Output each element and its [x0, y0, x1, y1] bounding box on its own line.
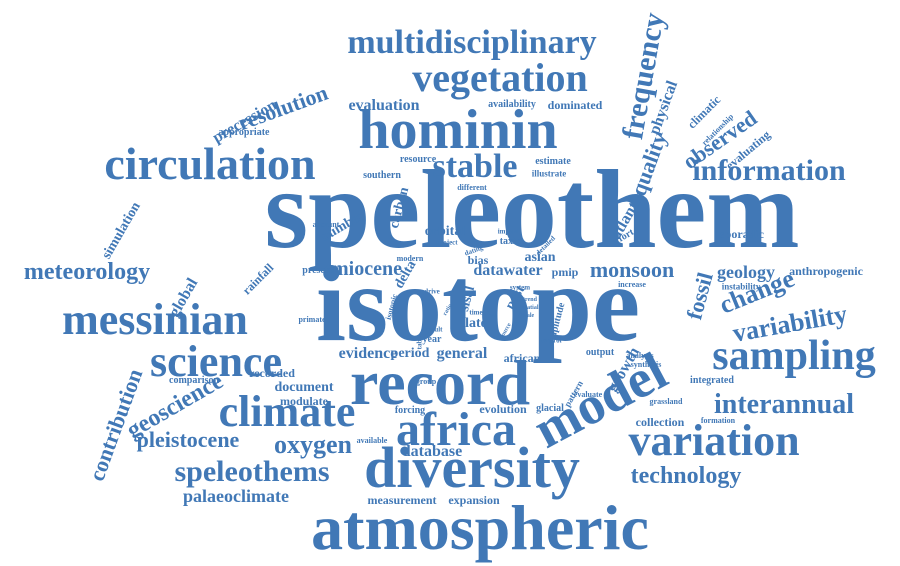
cloud-word: circulation [104, 138, 316, 189]
cloud-word: table [415, 334, 424, 350]
cloud-word: resource [399, 154, 437, 165]
cloud-word: variation [628, 416, 800, 465]
cloud-word: period [390, 346, 430, 361]
cloud-word: control [540, 336, 562, 345]
cloud-word: atmospheric [311, 492, 649, 563]
cloud-word: anthropogenic [789, 264, 863, 278]
cloud-word: instability [721, 281, 761, 292]
cloud-word: evaluate [573, 390, 603, 399]
cloud-word: analysis [626, 351, 654, 360]
cloud-word: science [150, 337, 282, 386]
cloud-word: comparison [169, 375, 219, 386]
cloud-word: primate [298, 315, 326, 324]
cloud-word: pmip [551, 265, 579, 279]
cloud-word: africa [396, 403, 516, 456]
cloud-word: database [401, 443, 463, 460]
cloud-word: measurement [367, 493, 437, 507]
cloud-word: speleothem [264, 148, 800, 272]
cloud-word: monsoon [589, 257, 675, 282]
cloud-word: different [457, 183, 487, 192]
cloud-word: general [436, 345, 488, 362]
cloud-word: pleistocene [136, 427, 240, 452]
cloud-word: modulate [280, 394, 328, 408]
cloud-word: interannual [713, 389, 855, 420]
cloud-word: record [349, 347, 531, 418]
cloud-word: appropriate [218, 127, 270, 138]
cloud-word: datawater [473, 262, 543, 279]
cloud-word: evaluation [348, 97, 420, 114]
cloud-word: illustrate [531, 168, 567, 179]
cloud-word: drive [424, 287, 440, 296]
cloud-word: glacial [536, 403, 564, 414]
cloud-word: year [422, 334, 442, 345]
cloud-word: system [509, 283, 531, 292]
cloud-word: simulation [99, 199, 144, 262]
cloud-word: climate [218, 387, 356, 436]
cloud-word: available [356, 436, 388, 445]
cloud-word: recorded [249, 366, 295, 380]
cloud-word: rainfall [239, 260, 277, 298]
cloud-word: late [465, 316, 487, 331]
cloud-word: trend [523, 297, 537, 303]
cloud-word: scale [521, 313, 535, 319]
cloud-word: sporadic [719, 227, 765, 241]
cloud-word: fossil [681, 269, 718, 323]
cloud-word: sampling [712, 333, 876, 379]
cloud-word: evidence [338, 345, 398, 362]
cloud-word: expansion [448, 493, 500, 507]
cloud-word: availability [488, 99, 536, 110]
cloud-word: isotope [316, 245, 640, 364]
cloud-word: hominin [358, 99, 558, 161]
cloud-word: forcing [394, 405, 426, 416]
cloud-word: geology [717, 262, 775, 282]
cloud-word: taxic [499, 236, 521, 247]
cloud-word: increase [618, 280, 646, 289]
cloud-word: time [469, 308, 483, 317]
cloud-word: messinian [62, 295, 248, 344]
cloud-word: project [436, 238, 458, 247]
cloud-word: account [312, 220, 340, 229]
cloud-word: orbital [424, 224, 466, 239]
cloud-word: present [302, 265, 334, 276]
cloud-word: grassland [649, 397, 683, 406]
cloud-word: bias [467, 253, 489, 267]
cloud-word: collection [635, 415, 685, 429]
cloud-word: integrated [690, 375, 734, 386]
cloud-word: result [425, 325, 443, 334]
cloud-word: evolution [479, 402, 527, 416]
cloud-word: sea [489, 313, 497, 319]
cloud-word: meteorology [23, 259, 151, 285]
cloud-word: spatial [521, 305, 539, 311]
cloud-word: group [415, 377, 437, 386]
cloud-word: multidisciplinary [347, 24, 597, 61]
cloud-word: african [503, 351, 541, 365]
cloud-word: formation [700, 416, 736, 425]
cloud-word: document [274, 380, 334, 395]
cloud-word: impact [497, 227, 519, 236]
cloud-word: modern [396, 254, 424, 263]
cloud-word: vegetation [412, 55, 588, 100]
cloud-word: southern [363, 170, 401, 181]
cloud-word: information [692, 154, 846, 187]
cloud-word: miocene [332, 258, 402, 280]
cloud-word: technology [630, 463, 742, 489]
cloud-word: stable [432, 148, 518, 185]
cloud-word: asian [524, 250, 556, 265]
cloud-word: palaeoclimate [183, 486, 289, 506]
cloud-word: synthesis [630, 360, 662, 369]
cloud-word: dominated [547, 98, 603, 112]
cloud-word: output [585, 347, 615, 358]
cloud-word: estimate [535, 156, 571, 167]
cloud-word: diversity [364, 435, 580, 500]
cloud-word: speleothems [174, 455, 330, 488]
cloud-word: oxygen [274, 430, 352, 459]
